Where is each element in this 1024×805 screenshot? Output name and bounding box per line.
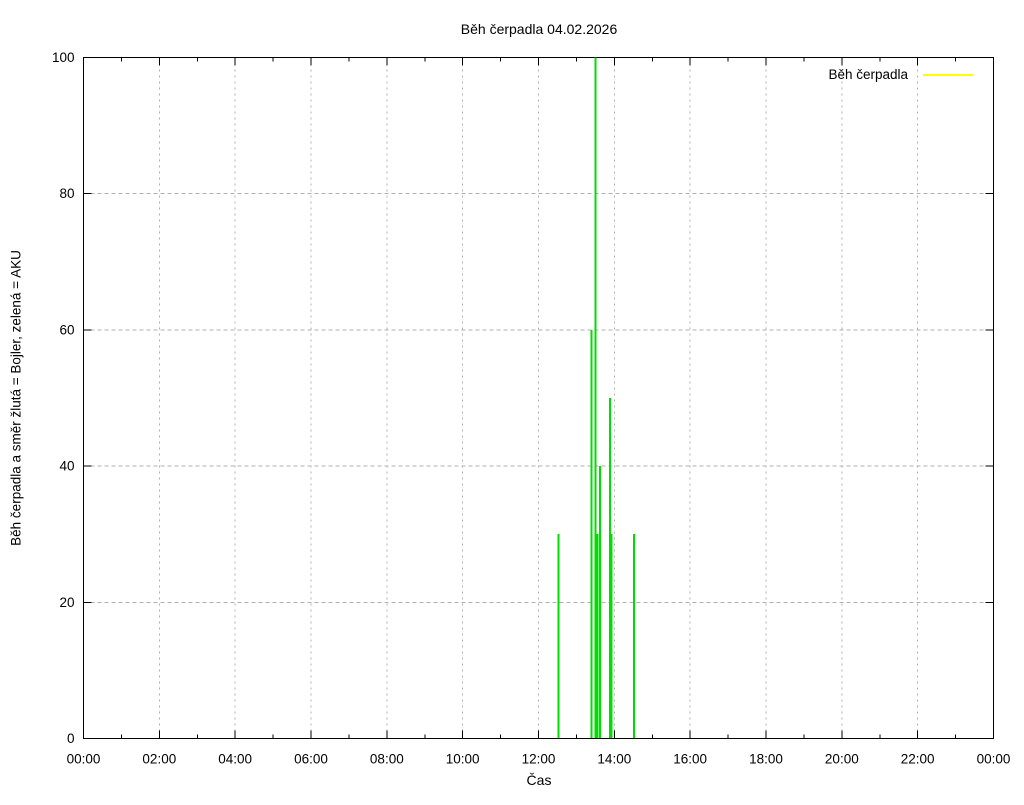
y-axis-title: Běh čerpadla a směr žlutá = Bojler, zele… — [8, 250, 24, 546]
svg-text:60: 60 — [59, 322, 74, 337]
svg-text:22:00: 22:00 — [901, 752, 935, 767]
svg-text:02:00: 02:00 — [142, 752, 176, 767]
svg-text:80: 80 — [59, 186, 74, 201]
svg-text:12:00: 12:00 — [522, 752, 556, 767]
svg-text:00:00: 00:00 — [977, 752, 1011, 767]
legend-label: Běh čerpadla — [828, 67, 908, 82]
svg-text:00:00: 00:00 — [67, 752, 101, 767]
svg-text:04:00: 04:00 — [218, 752, 252, 767]
svg-text:06:00: 06:00 — [294, 752, 328, 767]
svg-text:100: 100 — [52, 50, 75, 65]
x-axis-title: Čas — [526, 772, 552, 788]
svg-text:14:00: 14:00 — [597, 752, 631, 767]
svg-text:20:00: 20:00 — [825, 752, 859, 767]
svg-text:18:00: 18:00 — [749, 752, 783, 767]
svg-text:40: 40 — [59, 459, 74, 474]
svg-text:0: 0 — [67, 731, 75, 746]
svg-text:08:00: 08:00 — [370, 752, 404, 767]
chart-title: Běh čerpadla 04.02.2026 — [460, 21, 618, 37]
svg-text:20: 20 — [59, 595, 74, 610]
legend: Běh čerpadla — [828, 67, 973, 82]
svg-text:10:00: 10:00 — [446, 752, 480, 767]
svg-text:16:00: 16:00 — [673, 752, 707, 767]
legend-line-sample — [923, 73, 973, 76]
